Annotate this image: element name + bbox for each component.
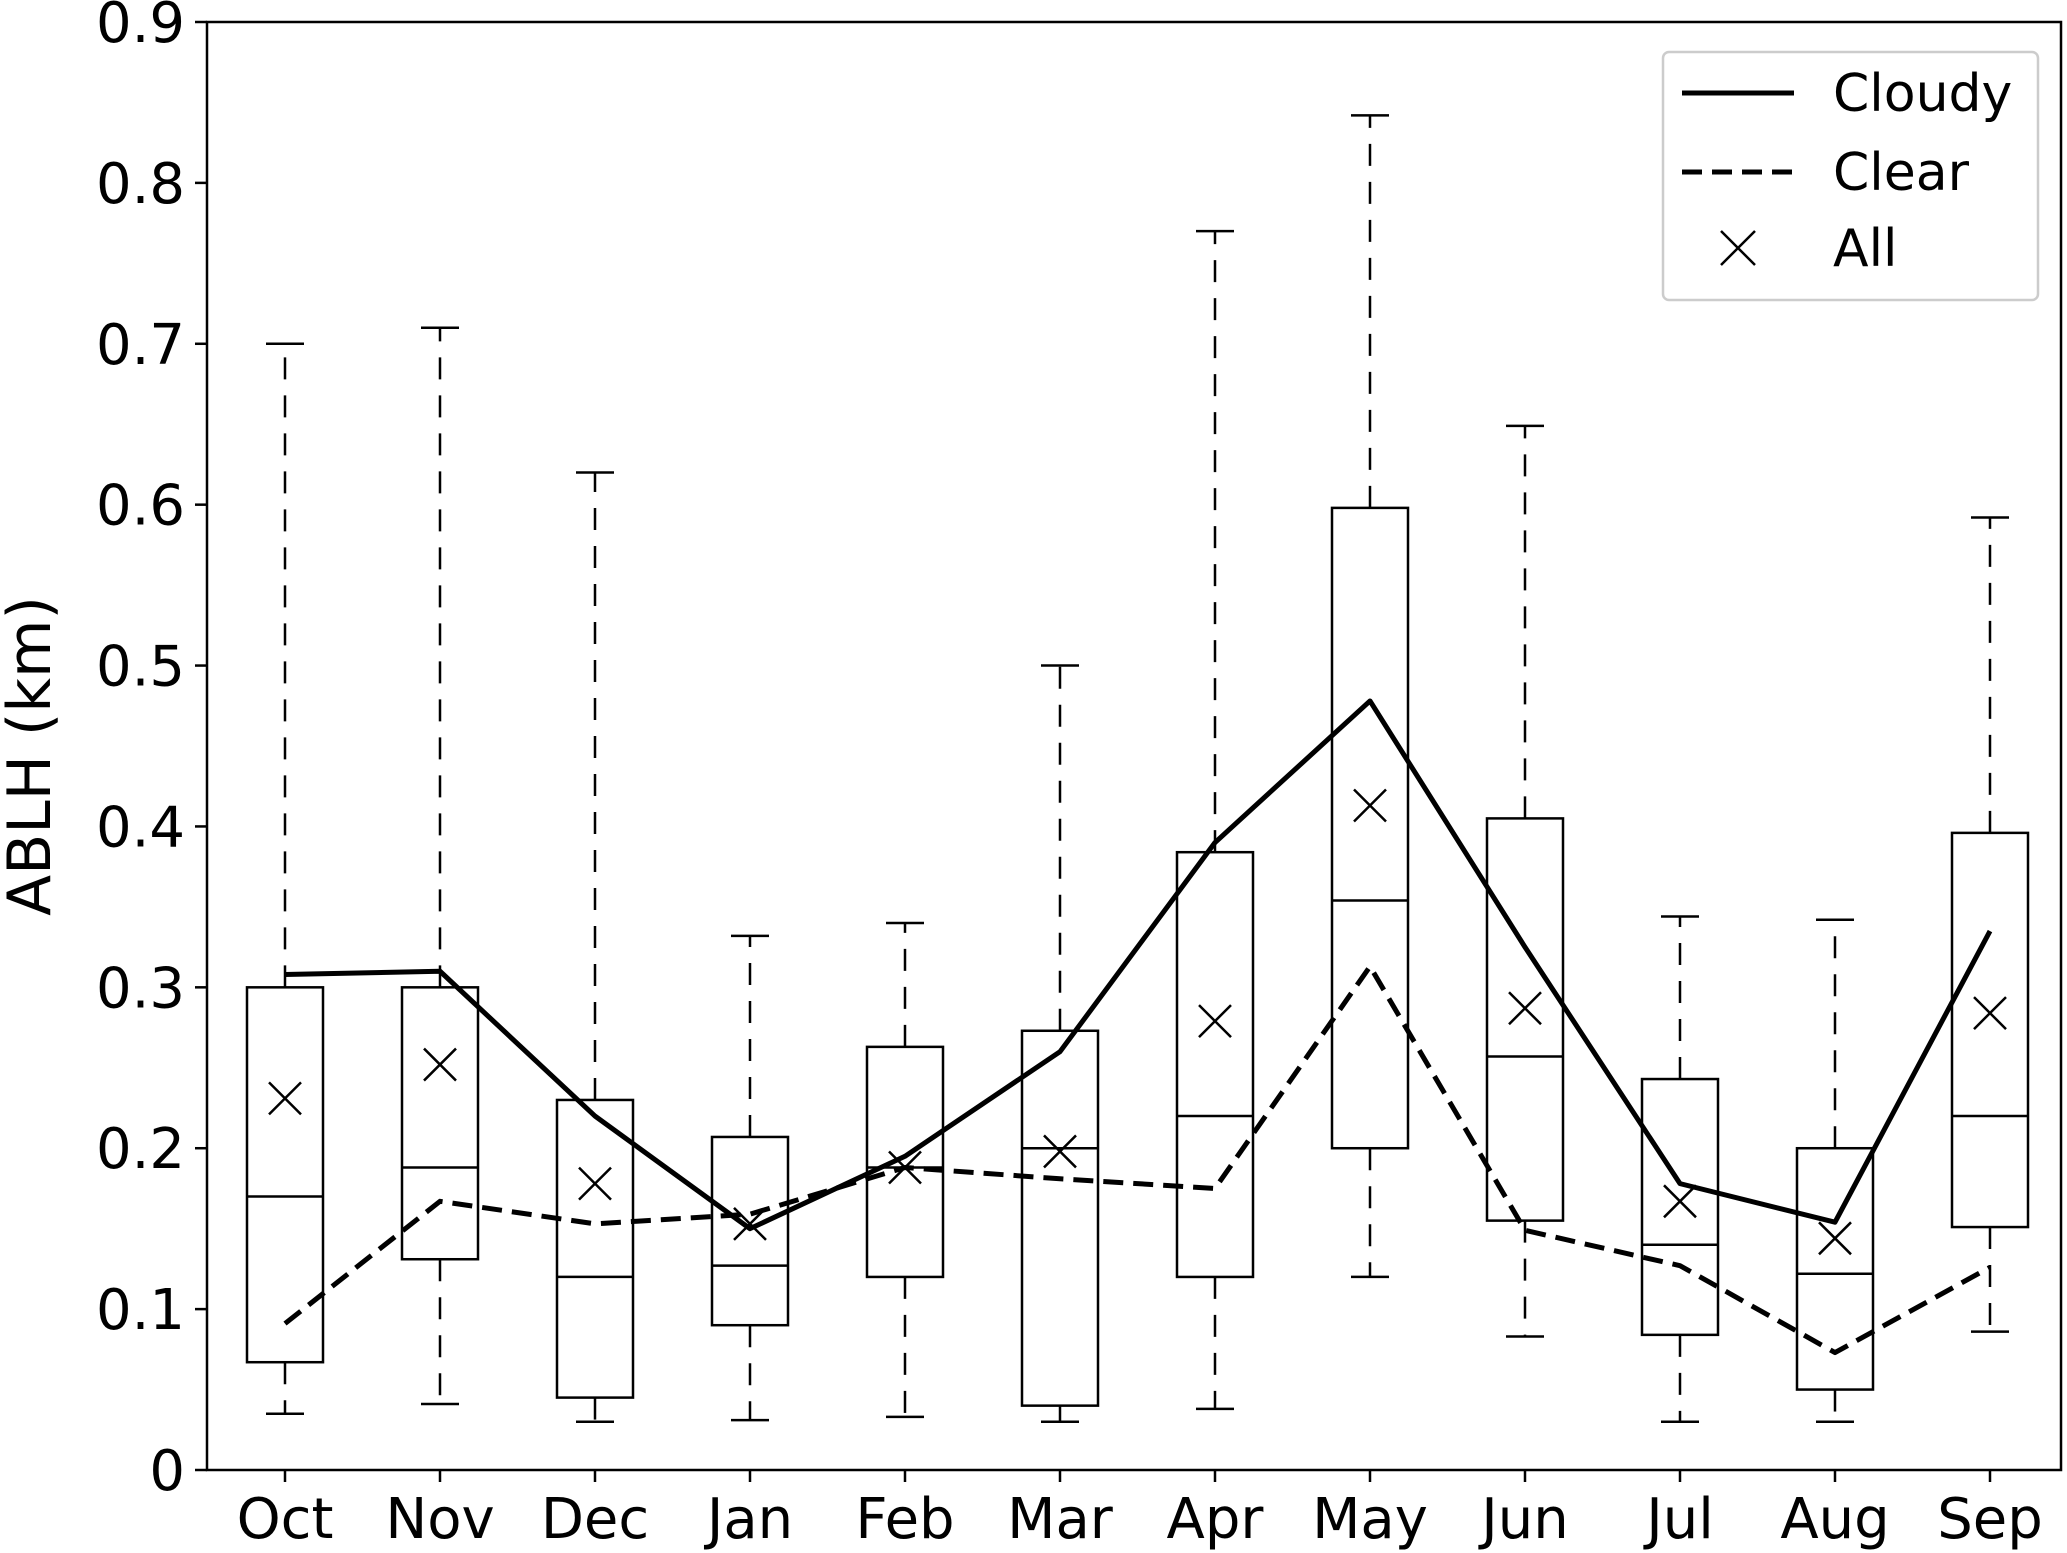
x-tick-label: Nov [385, 1487, 494, 1552]
x-tick-label: Feb [855, 1487, 954, 1552]
plot-area [245, 114, 2030, 1423]
box-Nov [400, 326, 480, 1406]
all-marker-Nov [423, 1047, 457, 1082]
all-marker-Jul [1663, 1184, 1697, 1219]
box-May [1330, 114, 1410, 1279]
x-tick-label: Sep [1937, 1487, 2043, 1552]
iqr-box [710, 1135, 790, 1327]
legend-all-marker [1720, 230, 1756, 266]
all-marker-Dec [578, 1166, 612, 1201]
plot-frame [205, 20, 2063, 1472]
all-marker-Jan [733, 1206, 767, 1241]
all-marker-Mar [1043, 1134, 1077, 1169]
y-tick-label: 0.4 [96, 795, 185, 860]
x-tick-label: Oct [237, 1487, 334, 1552]
all-marker-May [1353, 788, 1387, 823]
iqr-box [865, 1045, 945, 1279]
y-tick-label: 0.3 [96, 956, 185, 1021]
all-marker-Oct [268, 1081, 302, 1116]
y-axis-label: ABLH (km) [0, 596, 65, 916]
y-tick-label: 0.5 [96, 635, 185, 700]
y-tick-label: 0.1 [96, 1278, 185, 1343]
all-marker-Aug [1818, 1221, 1852, 1256]
series-all-markers [268, 788, 2007, 1256]
x-tick-label: Aug [1780, 1487, 1889, 1552]
all-marker-Sep [1973, 996, 2007, 1030]
legend: Cloudy Clear All [1661, 50, 2040, 302]
box-Aug [1795, 918, 1875, 1423]
x-tick-label: Mar [1007, 1487, 1114, 1552]
iqr-box [1485, 817, 1565, 1222]
x-tick-label: May [1312, 1487, 1428, 1552]
legend-label-clear: Clear [1833, 143, 1970, 203]
iqr-box [1330, 506, 1410, 1150]
x-tick-label: Jun [1478, 1487, 1569, 1552]
y-tick-label: 0 [149, 1439, 185, 1504]
box-Jan [710, 934, 790, 1422]
y-tick-label: 0.6 [96, 474, 185, 539]
box-Oct [245, 342, 325, 1415]
iqr-box [1640, 1077, 1720, 1337]
iqr-box [1020, 1029, 1100, 1407]
all-marker-Feb [888, 1150, 922, 1185]
iqr-box [555, 1098, 635, 1399]
x-tick-label: Jan [704, 1487, 793, 1552]
y-tick-label: 0.7 [96, 313, 185, 378]
iqr-box [400, 986, 480, 1261]
box-Dec [555, 471, 635, 1423]
x-tick-label: Apr [1167, 1487, 1265, 1552]
legend-label-cloudy: Cloudy [1833, 64, 2012, 124]
all-marker-Apr [1198, 1004, 1232, 1039]
box-Jul [1640, 915, 1720, 1423]
series-cloudy-line [284, 698, 1993, 1232]
box-Mar [1020, 664, 1100, 1423]
box-Apr [1175, 229, 1255, 1411]
iqr-box [1795, 1146, 1875, 1391]
y-tick-label: 0.2 [96, 1117, 185, 1182]
box-Sep [1950, 516, 2030, 1333]
all-marker-Jun [1508, 991, 1542, 1026]
series-clear-line [283, 963, 1992, 1356]
iqr-box [245, 986, 325, 1364]
x-tick-label: Dec [541, 1487, 649, 1552]
y-tick-label: 0.9 [96, 0, 185, 56]
legend-box [1661, 50, 2040, 302]
box-Jun [1485, 424, 1565, 1338]
y-tick-label: 0.8 [96, 152, 185, 217]
iqr-box [1175, 850, 1255, 1279]
x-tick-label: Jul [1643, 1487, 1714, 1552]
iqr-box [1950, 831, 2030, 1229]
legend-label-all: All [1833, 219, 1897, 279]
